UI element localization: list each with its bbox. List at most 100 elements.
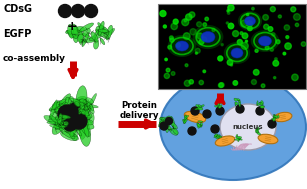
Ellipse shape: [258, 36, 271, 46]
Circle shape: [171, 72, 175, 75]
Ellipse shape: [60, 131, 79, 141]
Circle shape: [211, 125, 219, 133]
Circle shape: [255, 49, 258, 52]
Ellipse shape: [56, 94, 71, 114]
Ellipse shape: [58, 117, 68, 122]
Ellipse shape: [98, 29, 109, 33]
Ellipse shape: [218, 102, 223, 104]
Ellipse shape: [70, 125, 81, 131]
Circle shape: [227, 12, 230, 14]
Circle shape: [195, 52, 197, 54]
Circle shape: [233, 81, 238, 85]
Ellipse shape: [198, 125, 202, 127]
Circle shape: [203, 110, 211, 118]
Ellipse shape: [80, 23, 94, 32]
Circle shape: [283, 52, 286, 55]
Circle shape: [228, 23, 234, 29]
Ellipse shape: [238, 100, 241, 103]
Ellipse shape: [236, 134, 238, 137]
Circle shape: [270, 48, 274, 51]
Text: CDsG: CDsG: [3, 4, 32, 14]
Ellipse shape: [56, 118, 64, 129]
Circle shape: [160, 122, 168, 130]
Text: nucleus: nucleus: [233, 124, 263, 130]
Ellipse shape: [257, 103, 261, 106]
Ellipse shape: [82, 110, 89, 129]
Ellipse shape: [166, 116, 172, 120]
Circle shape: [265, 46, 269, 50]
Circle shape: [212, 28, 215, 32]
Ellipse shape: [71, 114, 79, 122]
Ellipse shape: [78, 109, 82, 114]
Circle shape: [240, 32, 243, 35]
Ellipse shape: [87, 100, 91, 113]
Ellipse shape: [198, 105, 202, 108]
Ellipse shape: [220, 104, 276, 150]
Ellipse shape: [224, 42, 250, 64]
Circle shape: [221, 43, 223, 46]
Ellipse shape: [56, 117, 60, 122]
Ellipse shape: [91, 32, 98, 42]
Ellipse shape: [255, 129, 258, 133]
Ellipse shape: [197, 123, 200, 127]
Ellipse shape: [55, 113, 64, 120]
Circle shape: [219, 83, 224, 87]
Circle shape: [72, 5, 84, 18]
Ellipse shape: [76, 128, 82, 136]
Ellipse shape: [80, 99, 86, 103]
Ellipse shape: [274, 114, 278, 119]
Ellipse shape: [273, 118, 276, 121]
Circle shape: [163, 25, 166, 28]
Ellipse shape: [185, 115, 187, 119]
Ellipse shape: [273, 115, 278, 118]
Ellipse shape: [173, 128, 178, 134]
Ellipse shape: [89, 34, 102, 40]
Circle shape: [169, 36, 173, 40]
Ellipse shape: [79, 116, 91, 122]
Circle shape: [264, 24, 269, 29]
Ellipse shape: [176, 41, 188, 51]
Ellipse shape: [76, 26, 84, 32]
Ellipse shape: [87, 107, 91, 112]
Ellipse shape: [182, 119, 186, 123]
Ellipse shape: [50, 100, 57, 119]
Ellipse shape: [73, 111, 90, 115]
Ellipse shape: [256, 128, 260, 130]
Circle shape: [272, 33, 275, 36]
Ellipse shape: [216, 136, 219, 139]
Ellipse shape: [215, 105, 218, 107]
Ellipse shape: [200, 122, 203, 126]
Ellipse shape: [94, 30, 98, 38]
Circle shape: [196, 22, 202, 27]
Circle shape: [226, 22, 228, 24]
Circle shape: [256, 107, 264, 115]
Circle shape: [195, 48, 200, 53]
Ellipse shape: [278, 115, 279, 118]
Ellipse shape: [259, 102, 262, 105]
Ellipse shape: [58, 125, 66, 128]
Ellipse shape: [218, 136, 222, 138]
Ellipse shape: [83, 28, 90, 36]
Ellipse shape: [259, 105, 265, 107]
Ellipse shape: [184, 119, 187, 124]
Ellipse shape: [244, 16, 255, 26]
Ellipse shape: [99, 26, 109, 34]
Circle shape: [268, 27, 273, 31]
Ellipse shape: [49, 112, 64, 120]
Ellipse shape: [237, 99, 240, 101]
Ellipse shape: [107, 28, 115, 37]
Ellipse shape: [70, 128, 78, 141]
Ellipse shape: [80, 39, 97, 43]
Ellipse shape: [64, 119, 73, 127]
Ellipse shape: [90, 104, 94, 111]
Ellipse shape: [70, 96, 87, 114]
Circle shape: [184, 80, 190, 86]
Circle shape: [171, 23, 177, 30]
Ellipse shape: [66, 114, 79, 125]
Ellipse shape: [58, 113, 62, 124]
Ellipse shape: [78, 34, 84, 42]
Ellipse shape: [72, 112, 82, 126]
Ellipse shape: [87, 94, 96, 110]
Circle shape: [69, 103, 81, 115]
Ellipse shape: [196, 105, 200, 108]
